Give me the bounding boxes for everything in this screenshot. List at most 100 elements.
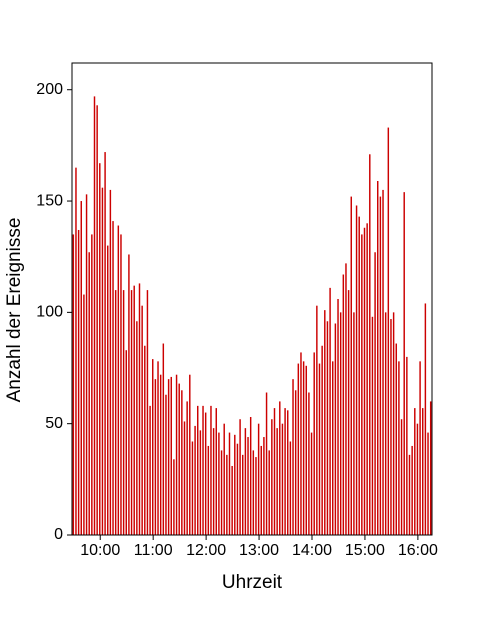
bar: [422, 408, 424, 535]
bar: [234, 434, 236, 535]
bar: [249, 417, 252, 535]
bar: [408, 454, 411, 535]
bar: [99, 163, 101, 536]
bar: [379, 196, 382, 535]
bar: [146, 290, 149, 535]
bar: [255, 457, 257, 535]
bar: [91, 234, 93, 535]
bar: [96, 105, 98, 536]
x-axis-label: Uhrzeit: [222, 572, 283, 593]
bar: [297, 363, 300, 535]
bar: [284, 408, 286, 535]
bar: [141, 305, 143, 535]
bar: [369, 154, 371, 535]
bar: [324, 310, 326, 535]
bar: [302, 361, 305, 535]
bar: [355, 205, 358, 535]
bar: [363, 227, 366, 536]
bar: [109, 189, 112, 536]
bar: [398, 361, 400, 535]
bar: [276, 428, 278, 535]
bar: [189, 374, 191, 535]
bar: [210, 405, 212, 535]
bar: [80, 201, 82, 536]
bar: [384, 312, 387, 535]
bar: [228, 432, 231, 535]
bar: [313, 352, 315, 535]
bar: [107, 245, 109, 535]
bar: [144, 345, 146, 535]
bar: [419, 361, 421, 535]
bar: [175, 374, 178, 535]
bar: [215, 408, 217, 535]
bar: [173, 459, 175, 535]
bar: [247, 437, 249, 535]
bar: [416, 423, 419, 535]
bar: [104, 152, 106, 535]
x-tick-label: 13:00: [239, 542, 279, 559]
bar: [170, 376, 172, 535]
bar: [101, 187, 104, 535]
bar: [181, 390, 183, 535]
bar: [281, 423, 284, 535]
bar: [411, 445, 413, 535]
bar: [117, 225, 120, 535]
bar: [403, 192, 405, 535]
bar: [167, 379, 170, 535]
bar: [252, 450, 255, 535]
bar: [149, 405, 151, 535]
bar: [75, 167, 77, 535]
bar: [260, 445, 262, 535]
y-tick-label: 200: [36, 81, 63, 98]
bar: [194, 425, 196, 535]
bar: [220, 450, 223, 535]
bar: [390, 319, 392, 535]
bar: [287, 410, 289, 535]
bar: [128, 254, 130, 536]
bar: [157, 361, 159, 535]
bar: [271, 419, 273, 535]
bar: [154, 379, 157, 535]
bar: [165, 394, 167, 535]
bar: [212, 428, 215, 535]
bar: [406, 356, 408, 535]
bar: [159, 374, 162, 535]
bar: [152, 359, 154, 535]
bar: [191, 441, 194, 535]
bar: [178, 383, 180, 535]
bar: [77, 229, 80, 535]
bar: [226, 454, 228, 535]
bar: [414, 408, 416, 535]
bar: [339, 312, 342, 535]
bar: [239, 419, 241, 535]
bar: [387, 127, 390, 535]
bar: [197, 405, 199, 535]
bar: [429, 401, 432, 535]
bar: [329, 287, 331, 535]
bar: [305, 365, 307, 535]
bar: [371, 316, 374, 535]
bar: [236, 443, 239, 535]
bar: [186, 401, 188, 535]
bar: [88, 252, 90, 535]
bar: [207, 445, 210, 535]
bar: [279, 401, 281, 535]
bar: [72, 234, 75, 535]
bar: [138, 283, 141, 535]
bar: [93, 96, 96, 535]
bar: [400, 419, 403, 535]
x-tick-label: 14:00: [292, 542, 332, 559]
bar: [244, 428, 247, 535]
y-axis-label: Anzahl der Ereignisse: [4, 218, 25, 403]
bar: [353, 312, 355, 535]
bar: [308, 392, 310, 535]
bar: [257, 423, 260, 535]
x-tick-label: 15:00: [345, 542, 385, 559]
bar: [289, 441, 292, 535]
bar: [130, 290, 133, 535]
bar: [366, 223, 368, 535]
bar: [133, 285, 135, 535]
bar: [347, 290, 350, 535]
bar: [292, 379, 294, 535]
y-tick-label: 150: [36, 192, 63, 209]
